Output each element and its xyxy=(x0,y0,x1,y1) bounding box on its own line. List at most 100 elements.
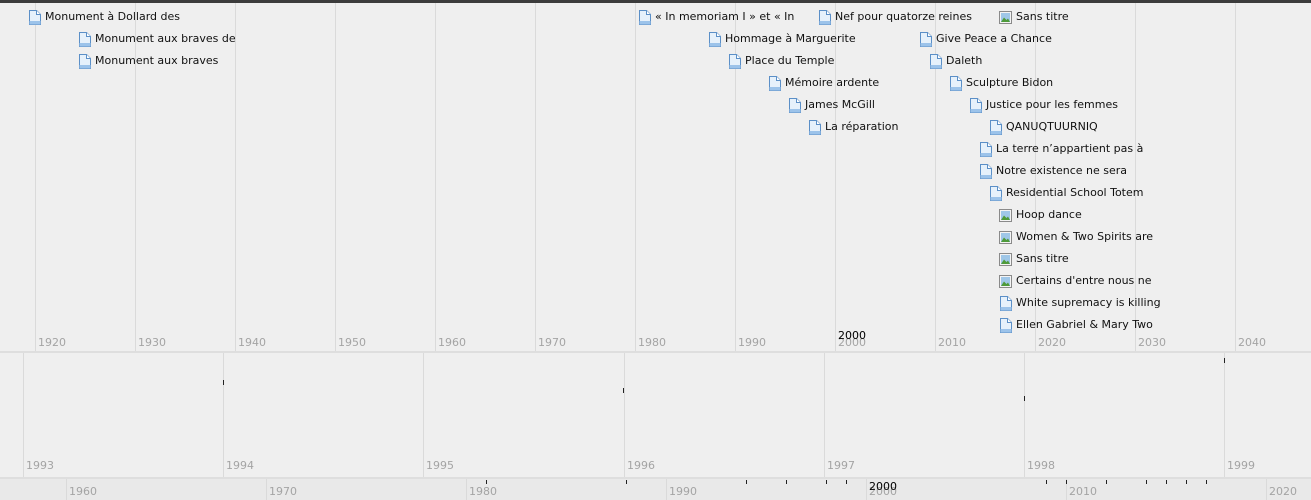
main-band-tick-label: 1930 xyxy=(138,336,166,349)
overview-band-gridline xyxy=(23,353,24,477)
timeline-event-title: Sans titre xyxy=(1016,252,1069,265)
timeline-event-title: QANUQTUURNIQ xyxy=(1006,120,1098,133)
bottom-band-gridline xyxy=(866,479,867,500)
timeline-event-title: Daleth xyxy=(946,54,983,67)
timeline-overview-band[interactable]: 1993 1994 1995 1996 1997 1998 1999 xyxy=(0,351,1311,477)
main-band-gridline xyxy=(735,3,736,351)
document-icon xyxy=(639,9,651,25)
timeline-event[interactable]: Monument aux braves xyxy=(78,52,218,70)
timeline-event[interactable]: La réparation xyxy=(808,118,898,136)
image-icon xyxy=(999,10,1012,24)
main-band-tick-label: 1990 xyxy=(738,336,766,349)
bottom-band-gridline xyxy=(66,479,67,500)
timeline-event[interactable]: Sculpture Bidon xyxy=(949,74,1053,92)
timeline-event[interactable]: Residential School Totem xyxy=(989,184,1143,202)
bottom-event-marker xyxy=(1166,480,1167,484)
timeline-event[interactable]: « In memoriam I » et « In xyxy=(638,8,794,26)
document-icon xyxy=(990,185,1002,201)
document-icon xyxy=(789,97,801,113)
bottom-event-marker xyxy=(826,480,827,484)
timeline-event[interactable]: Hoop dance xyxy=(999,206,1082,224)
main-band-gridline xyxy=(935,3,936,351)
timeline-event[interactable]: Notre existence ne sera xyxy=(979,162,1127,180)
timeline-event[interactable]: Mémoire ardente xyxy=(768,74,879,92)
main-band-tick-label: 2030 xyxy=(1138,336,1166,349)
image-icon xyxy=(999,230,1012,244)
document-icon xyxy=(950,75,962,91)
overview-band-tick-label: 1999 xyxy=(1227,459,1255,472)
bottom-band-tick-label: 1970 xyxy=(269,485,297,498)
main-band-tick-label: 2010 xyxy=(938,336,966,349)
bottom-event-marker xyxy=(746,480,747,484)
bottom-band-gridline xyxy=(266,479,267,500)
timeline-event[interactable]: Sans titre xyxy=(999,8,1069,26)
timeline-bottom-band[interactable]: 1960 1970 1980 1990 2000 2010 2020 2000 xyxy=(0,477,1311,500)
overview-band-tick-label: 1996 xyxy=(627,459,655,472)
timeline-event[interactable]: Nef pour quatorze reines xyxy=(818,8,972,26)
overview-band-gridline xyxy=(423,353,424,477)
timeline-event[interactable]: Monument aux braves de xyxy=(78,30,236,48)
timeline-event-title: Notre existence ne sera xyxy=(996,164,1128,177)
timeline-main-band[interactable]: 1920 1930 1940 1950 1960 1970 1980 1990 2000 2010… xyxy=(0,3,1311,351)
bottom-event-marker xyxy=(486,480,487,484)
document-icon xyxy=(79,53,91,69)
document-icon xyxy=(819,9,831,25)
main-band-tick-label: 1950 xyxy=(338,336,366,349)
timeline-event-title: Monument aux braves xyxy=(95,54,219,67)
timeline-event[interactable]: La terre n’appartient pas à xyxy=(979,140,1143,158)
timeline-event[interactable]: Hommage à Marguerite xyxy=(708,30,856,48)
timeline-event-title: Certains d'entre nous ne xyxy=(1016,274,1152,287)
window-top-border xyxy=(0,0,1311,3)
document-icon xyxy=(980,141,992,157)
timeline-event[interactable]: Women & Two Spirits are xyxy=(999,228,1153,246)
timeline-event[interactable]: Monument à Dollard des xyxy=(28,8,180,26)
timeline-event-title: Sculpture Bidon xyxy=(966,76,1054,89)
timeline-event[interactable]: Justice pour les femmes xyxy=(969,96,1118,114)
timeline-event-title: La réparation xyxy=(825,120,899,133)
bottom-event-marker xyxy=(1146,480,1147,484)
bottom-event-marker xyxy=(1066,480,1067,484)
bottom-band-gridline xyxy=(1066,479,1067,500)
timeline-event[interactable]: Certains d'entre nous ne xyxy=(999,272,1152,290)
main-band-tick-label: 1970 xyxy=(538,336,566,349)
image-icon xyxy=(999,208,1012,222)
overview-band-gridline xyxy=(1224,353,1225,477)
timeline-event[interactable]: Give Peace a Chance xyxy=(919,30,1052,48)
bottom-band-tick-label: 2000 xyxy=(869,485,897,498)
timeline-event[interactable]: James McGill xyxy=(788,96,875,114)
timeline-event-title: Residential School Totem xyxy=(1006,186,1144,199)
overview-band-gridline xyxy=(1024,353,1025,477)
timeline-event[interactable]: Ellen Gabriel & Mary Two xyxy=(999,316,1153,334)
document-icon xyxy=(79,31,91,47)
timeline-event-title: Monument à Dollard des xyxy=(45,10,181,23)
timeline-event-title: Sans titre xyxy=(1016,10,1069,23)
document-icon xyxy=(729,53,741,69)
overview-band-gridline xyxy=(824,353,825,477)
main-band-center-year: 2000 xyxy=(838,329,866,342)
timeline-event[interactable]: Place du Temple xyxy=(728,52,834,70)
document-icon xyxy=(1000,295,1012,311)
document-icon xyxy=(709,31,721,47)
bottom-event-marker xyxy=(626,480,627,484)
bottom-event-marker xyxy=(1106,480,1107,484)
main-band-gridline xyxy=(635,3,636,351)
main-band-gridline xyxy=(35,3,36,351)
image-icon xyxy=(999,274,1012,288)
document-icon xyxy=(990,119,1002,135)
overview-event-marker xyxy=(223,380,224,385)
timeline-event[interactable]: Daleth xyxy=(929,52,982,70)
bottom-band-tick-label: 2010 xyxy=(1069,485,1097,498)
bottom-band-gridline xyxy=(1266,479,1267,500)
main-band-tick-label: 2040 xyxy=(1238,336,1266,349)
overview-event-marker xyxy=(1224,358,1225,363)
main-band-gridline xyxy=(135,3,136,351)
timeline-event-title: Hoop dance xyxy=(1016,208,1082,221)
bottom-band-tick-label: 1960 xyxy=(69,485,97,498)
timeline-event-title: Justice pour les femmes xyxy=(986,98,1118,111)
main-band-tick-label: 1980 xyxy=(638,336,666,349)
document-icon xyxy=(809,119,821,135)
bottom-band-tick-label: 2020 xyxy=(1269,485,1297,498)
timeline-event[interactable]: QANUQTUURNIQ xyxy=(989,118,1098,136)
timeline-event[interactable]: White supremacy is killing xyxy=(999,294,1161,312)
timeline-event[interactable]: Sans titre xyxy=(999,250,1069,268)
